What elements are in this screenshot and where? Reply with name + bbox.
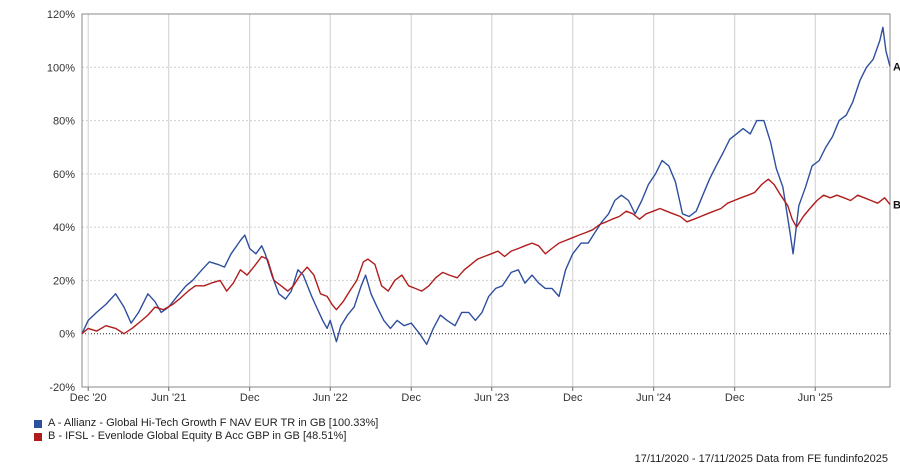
legend-swatch-b (34, 432, 42, 441)
x-tick-label: Dec (240, 392, 260, 404)
legend-label-a: A - Allianz - Global Hi-Tech Growth F NA… (48, 417, 379, 429)
tick-labels: -20% 0% 20% 40% 60% 80% 100% 120% Dec '20 Jun '21… (47, 9, 900, 404)
legend: A - Allianz - Global Hi-Tech Growth F NA… (34, 417, 378, 443)
x-tick-label: Dec '20 (70, 392, 107, 404)
y-tick-label: 0% (59, 329, 75, 341)
x-tick-label: Dec (563, 392, 583, 404)
legend-item-a: A - Allianz - Global Hi-Tech Growth F NA… (34, 417, 378, 430)
x-tick-label: Jun '21 (151, 392, 186, 404)
plot-frame (81, 13, 891, 388)
y-tick-label: 40% (53, 222, 75, 234)
legend-label-b: B - IFSL - Evenlode Global Equity B Acc … (48, 430, 347, 442)
y-tick-label: 80% (53, 116, 75, 128)
series-lines (81, 26, 891, 346)
legend-swatch-a (34, 419, 42, 428)
axes (81, 13, 891, 391)
x-tick-label: Jun '24 (636, 392, 671, 404)
x-tick-label: Dec (401, 392, 421, 404)
series-end-label-a: A (893, 61, 900, 73)
y-tick-label: 120% (47, 9, 75, 21)
y-tick-label: 100% (47, 62, 75, 74)
source-note: 17/11/2020 - 17/11/2025 Data from FE fun… (634, 453, 888, 465)
x-tick-label: Dec (725, 392, 745, 404)
gridlines (82, 13, 890, 388)
y-tick-label: 60% (53, 169, 75, 181)
x-tick-label: Jun '23 (474, 392, 509, 404)
legend-item-b: B - IFSL - Evenlode Global Equity B Acc … (34, 430, 378, 443)
series-end-label-b: B (893, 199, 900, 211)
series-line-a (81, 26, 891, 346)
x-tick-label: Jun '25 (798, 392, 833, 404)
x-tick-label: Jun '22 (313, 392, 348, 404)
series-line-b (81, 178, 891, 335)
y-tick-label: -20% (49, 382, 75, 394)
y-tick-label: 20% (53, 275, 75, 287)
